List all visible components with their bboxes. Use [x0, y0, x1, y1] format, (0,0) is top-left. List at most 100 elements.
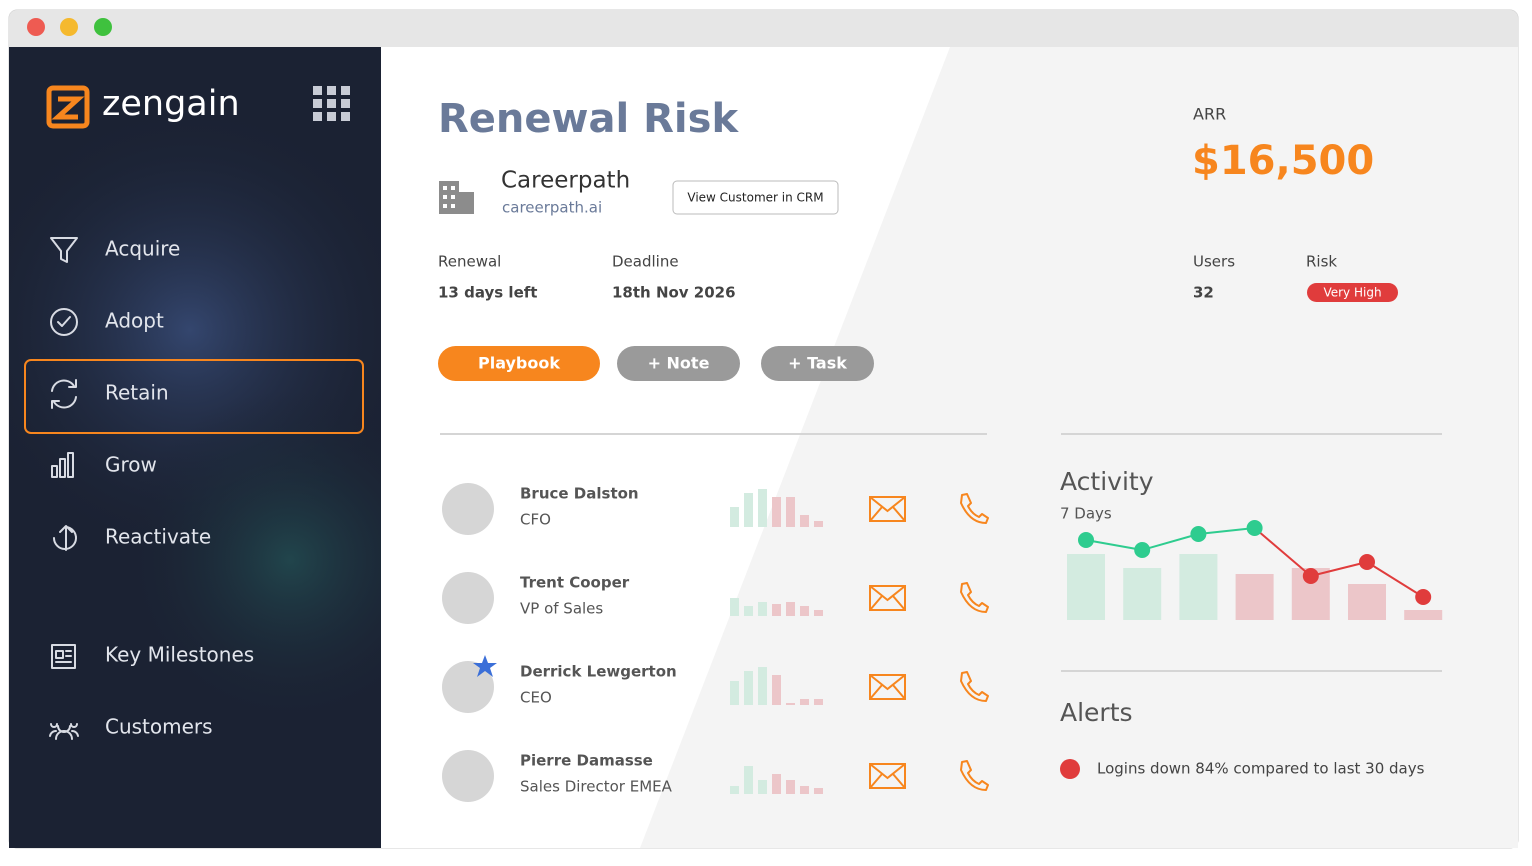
- email-icon[interactable]: [869, 674, 906, 700]
- activity-bar: [1235, 574, 1274, 620]
- star-icon: [473, 655, 497, 677]
- action-button[interactable]: [761, 346, 874, 381]
- action-button-label[interactable]: + Note: [648, 354, 710, 373]
- customer-domain[interactable]: careerpath.ai: [502, 199, 602, 217]
- contact-activity-bar: [786, 602, 795, 616]
- alert-text: Logins down 84% compared to last 30 days: [1097, 760, 1425, 778]
- renewal-label: Renewal: [438, 253, 501, 271]
- contact-activity-bar: [772, 675, 781, 705]
- email-icon[interactable]: [869, 585, 906, 611]
- contact-activity-bar: [758, 780, 767, 794]
- contact-activity-bar: [758, 602, 767, 616]
- activity-chart: [1067, 520, 1443, 620]
- action-button-label[interactable]: + Task: [788, 354, 847, 373]
- contact-avatar: [442, 483, 494, 535]
- contact-activity-bar: [744, 766, 753, 794]
- nav-item[interactable]: Customers: [105, 715, 213, 739]
- adopt-icon-check: [57, 316, 71, 327]
- nav-item[interactable]: Grow: [105, 453, 157, 477]
- risk-value: Very High: [1323, 286, 1381, 300]
- contact-activity-bar: [814, 610, 823, 616]
- email-icon[interactable]: [869, 763, 906, 789]
- activity-bar: [1348, 584, 1386, 620]
- activity-point: [1134, 542, 1151, 558]
- contact-activity-bar: [800, 786, 809, 794]
- activity-bar: [1179, 554, 1218, 620]
- action-button[interactable]: [438, 346, 600, 381]
- risk-label: Risk: [1306, 253, 1337, 271]
- contact-role: VP of Sales: [520, 600, 603, 618]
- renewal-value: 13 days left: [438, 284, 537, 302]
- acquire-icon: [50, 237, 78, 263]
- contact-role: Sales Director EMEA: [520, 778, 673, 796]
- phone-icon[interactable]: [960, 493, 989, 524]
- apps-grid-icon[interactable]: [313, 86, 350, 121]
- nav-item[interactable]: Retain: [105, 381, 169, 405]
- phone-icon[interactable]: [960, 671, 989, 702]
- deadline-value: 18th Nov 2026: [612, 284, 736, 302]
- contact-role: CEO: [520, 689, 552, 707]
- contact-name: Derrick Lewgerton: [520, 663, 677, 681]
- contact-activity-bar: [814, 788, 823, 794]
- users-label: Users: [1193, 253, 1235, 271]
- contact-activity-bar: [786, 497, 795, 527]
- crm-button[interactable]: [672, 180, 839, 215]
- maximize-button[interactable]: [94, 18, 112, 36]
- activity-point: [1190, 526, 1207, 542]
- contact-activity-bar: [800, 606, 809, 616]
- crm-button-label[interactable]: View Customer in CRM: [687, 191, 823, 205]
- activity-title: Activity: [1060, 467, 1154, 496]
- nav-menu: Acquire Adopt Retain Grow Reactivate Key Mile…: [24, 237, 364, 739]
- phone-icon[interactable]: [960, 760, 989, 791]
- contact-activity-bar: [814, 521, 823, 527]
- users-value: 32: [1193, 284, 1214, 302]
- main-highlight: [381, 47, 950, 848]
- contact-activity-bar: [814, 699, 823, 705]
- grow-icon: [51, 452, 74, 478]
- contact-activity-bar: [744, 606, 753, 616]
- contact-activity-bar: [772, 774, 781, 794]
- activity-line-segment: [1085, 539, 1143, 551]
- action-button[interactable]: [617, 346, 740, 381]
- activity-point: [1302, 568, 1319, 584]
- contact-activity-bar: [800, 515, 809, 527]
- contact-activity-bar: [786, 780, 795, 794]
- alert-dot: [1060, 759, 1080, 779]
- retain-icon: [51, 379, 77, 409]
- nav-item[interactable]: Acquire: [105, 237, 180, 261]
- minimize-button[interactable]: [60, 18, 78, 36]
- contact-name: Pierre Damasse: [520, 752, 653, 770]
- reactivate-icon: [53, 525, 77, 551]
- phone-icon[interactable]: [960, 582, 989, 613]
- action-buttons: Playbook + Note + Task: [438, 346, 874, 381]
- arr-value: $16,500: [1192, 138, 1374, 184]
- deadline-label: Deadline: [612, 253, 679, 271]
- close-button[interactable]: [27, 18, 45, 36]
- nav-item[interactable]: Key Milestones: [105, 643, 254, 667]
- activity-line-segment: [1141, 533, 1199, 551]
- contact-activity-bar: [800, 699, 809, 705]
- contact-activity-bar: [772, 497, 781, 527]
- activity-point: [1246, 520, 1263, 536]
- risk-badge: [1307, 283, 1398, 302]
- contact-activity-bar: [744, 493, 753, 527]
- activity-point: [1359, 554, 1375, 570]
- activity-bar: [1404, 610, 1443, 620]
- customer-name: Careerpath: [501, 168, 630, 194]
- contact-role: CFO: [520, 511, 551, 529]
- nav-item[interactable]: Adopt: [105, 309, 164, 333]
- nav-item[interactable]: Reactivate: [105, 525, 211, 549]
- activity-bar: [1123, 568, 1162, 620]
- contact-activity-bar: [730, 786, 739, 794]
- contact-activity-bar: [758, 489, 767, 527]
- activity-point: [1078, 532, 1094, 548]
- activity-bar: [1067, 554, 1105, 620]
- contact-activity-bar: [786, 703, 795, 705]
- email-icon[interactable]: [869, 496, 906, 522]
- activity-line-segment: [1198, 527, 1255, 535]
- activity-line-segment: [1310, 561, 1368, 577]
- contact-activity-bar: [730, 598, 739, 616]
- action-button-label[interactable]: Playbook: [478, 354, 560, 373]
